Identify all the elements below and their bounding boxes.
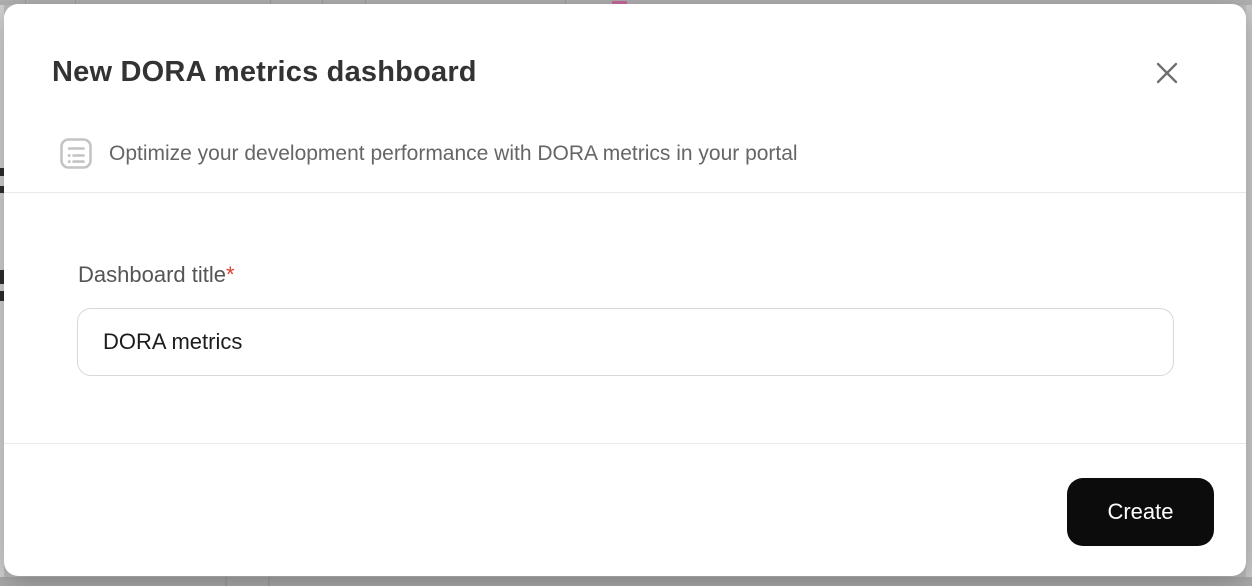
close-icon: [1154, 60, 1180, 86]
page-edge-detail: [0, 168, 4, 176]
page-edge-detail: [365, 0, 366, 5]
dialog-description: Optimize your development performance wi…: [109, 142, 798, 165]
page-edge-top: [0, 0, 1252, 5]
required-asterisk: *: [225, 262, 235, 287]
page-edge-detail: [0, 270, 4, 284]
page-edge-detail: [565, 0, 566, 5]
dialog-title: New DORA metrics dashboard: [52, 56, 477, 88]
page-edge-detail: [225, 577, 227, 586]
page-edge-detail: [268, 577, 270, 586]
page-edge-detail: [75, 0, 76, 5]
header-divider: [4, 192, 1246, 193]
dashboard-title-label: Dashboard title*: [78, 262, 235, 288]
page-edge-detail: [0, 291, 4, 301]
dashboard-title-input[interactable]: [77, 308, 1174, 376]
dashboard-title-label-text: Dashboard title: [78, 262, 226, 287]
page-edge-detail: [322, 0, 323, 5]
new-dashboard-dialog: New DORA metrics dashboard Optimize your…: [4, 4, 1246, 576]
page-edge-bottom: [0, 577, 1252, 586]
close-button[interactable]: [1152, 58, 1182, 88]
page-edge-detail: [25, 0, 26, 5]
dialog-subheader: Optimize your development performance wi…: [57, 135, 798, 173]
page-edge-detail: [270, 0, 271, 5]
page-edge-accent-detail: [612, 1, 627, 5]
page-edge-right: [1246, 5, 1252, 577]
create-button[interactable]: Create: [1067, 478, 1214, 546]
footer-divider: [4, 443, 1246, 444]
page-edge-left: [0, 5, 4, 577]
page-edge-detail: [0, 186, 4, 193]
dashboard-list-icon: [57, 135, 95, 173]
